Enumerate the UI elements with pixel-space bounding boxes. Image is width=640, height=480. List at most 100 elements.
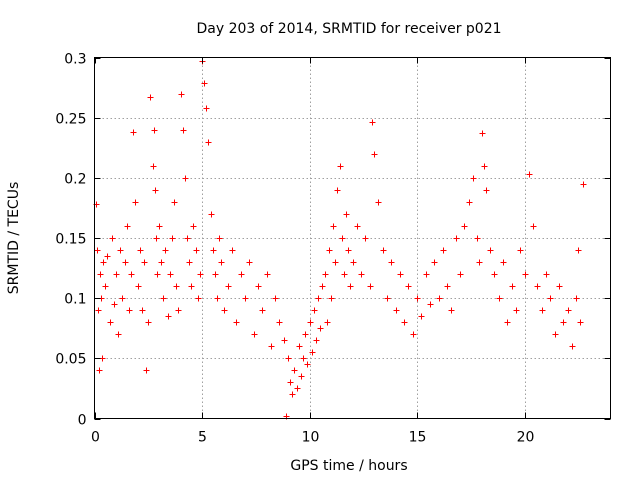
chart-title: Day 203 of 2014, SRMTID for receiver p02… (196, 21, 501, 37)
data-point (300, 355, 307, 362)
data-point (158, 259, 165, 266)
data-point (109, 235, 116, 242)
data-point (414, 295, 421, 302)
data-point (309, 349, 316, 356)
data-point (100, 259, 107, 266)
data-point (496, 295, 503, 302)
data-point (491, 271, 498, 278)
data-point (339, 235, 346, 242)
data-point (427, 301, 434, 308)
data-point (216, 235, 223, 242)
data-point (225, 283, 232, 290)
data-point (474, 235, 481, 242)
data-point (330, 223, 337, 230)
data-point (272, 295, 279, 302)
data-point (552, 331, 559, 338)
data-point (126, 307, 133, 314)
data-point (457, 271, 464, 278)
data-point (175, 307, 182, 314)
data-point (128, 271, 135, 278)
data-point (122, 259, 129, 266)
data-point (255, 283, 262, 290)
data-point (135, 283, 142, 290)
data-point (384, 295, 391, 302)
data-point (500, 259, 507, 266)
data-point (315, 295, 322, 302)
y-tick-labels: 0 0.05 0.1 0.15 0.2 0.25 0.3 (55, 52, 86, 429)
data-point (573, 295, 580, 302)
data-point (113, 271, 120, 278)
data-point (152, 187, 159, 194)
data-point (319, 283, 326, 290)
data-point (343, 211, 350, 218)
data-point (322, 271, 329, 278)
data-point (182, 175, 189, 182)
data-point (162, 247, 169, 254)
data-point (334, 187, 341, 194)
y-tick-label: 0.15 (55, 232, 86, 248)
x-tick-label: 5 (198, 430, 207, 446)
data-point (337, 163, 344, 170)
data-point (393, 307, 400, 314)
data-point (504, 319, 511, 326)
data-points (93, 58, 587, 420)
data-point (405, 283, 412, 290)
data-point (565, 307, 572, 314)
data-point (178, 91, 185, 98)
data-point (509, 283, 516, 290)
data-point (296, 343, 303, 350)
data-point (218, 259, 225, 266)
data-point (124, 223, 131, 230)
data-point (367, 283, 374, 290)
gridlines (94, 57, 611, 419)
y-tick-label: 0.2 (64, 172, 86, 188)
x-tick-labels: 0 5 10 15 20 (91, 430, 534, 446)
data-point (212, 271, 219, 278)
data-point (539, 307, 546, 314)
data-point (294, 385, 301, 392)
data-point (259, 307, 266, 314)
data-point (388, 259, 395, 266)
data-point (150, 163, 157, 170)
data-point (326, 247, 333, 254)
data-point (147, 94, 154, 101)
data-point (448, 307, 455, 314)
data-point (345, 247, 352, 254)
data-point (171, 199, 178, 206)
data-point (184, 235, 191, 242)
data-point (298, 373, 305, 380)
data-point (466, 199, 473, 206)
data-point (242, 295, 249, 302)
data-point (369, 119, 376, 126)
data-point (569, 343, 576, 350)
data-point (285, 355, 292, 362)
data-point (264, 271, 271, 278)
data-point (517, 247, 524, 254)
data-point (580, 181, 587, 188)
data-point (440, 247, 447, 254)
data-point (362, 235, 369, 242)
data-point (281, 337, 288, 344)
data-point (276, 319, 283, 326)
data-point (324, 319, 331, 326)
data-point (233, 319, 240, 326)
y-axis-label: SRMTID / TECUs (6, 182, 22, 295)
x-tick-label: 10 (302, 430, 320, 446)
data-point (543, 271, 550, 278)
data-point (332, 259, 339, 266)
data-point (358, 271, 365, 278)
data-point (289, 391, 296, 398)
data-point (104, 253, 111, 260)
data-point (151, 127, 158, 134)
data-point (97, 271, 104, 278)
data-point (380, 247, 387, 254)
data-point (188, 283, 195, 290)
y-tick-label: 0 (78, 413, 87, 429)
x-tick-label: 15 (409, 430, 427, 446)
data-point (481, 163, 488, 170)
data-point (251, 331, 258, 338)
data-point (302, 331, 309, 338)
data-point (436, 295, 443, 302)
data-point (203, 105, 210, 112)
